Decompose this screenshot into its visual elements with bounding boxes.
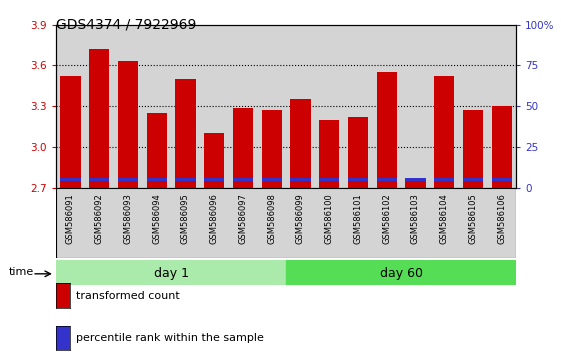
Bar (142, 25, 171, 188)
Bar (85, 25, 113, 188)
Text: GSM586097: GSM586097 (238, 193, 247, 244)
Bar (89, 49, 109, 188)
Bar (204, 178, 224, 181)
Bar (343, 188, 373, 258)
Bar (319, 120, 339, 188)
Text: GSM586103: GSM586103 (411, 193, 420, 244)
Text: GSM586106: GSM586106 (497, 193, 506, 244)
Bar (118, 178, 138, 181)
Bar (229, 188, 257, 258)
Bar (118, 62, 138, 188)
Bar (113, 188, 142, 258)
Text: GSM586091: GSM586091 (66, 193, 75, 244)
Bar (228, 25, 257, 188)
Bar (430, 25, 458, 188)
Text: GSM586093: GSM586093 (123, 193, 132, 244)
Bar (373, 25, 401, 188)
Text: GDS4374 / 7922969: GDS4374 / 7922969 (56, 18, 196, 32)
Bar (406, 178, 426, 188)
Text: percentile rank within the sample: percentile rank within the sample (76, 333, 264, 343)
Bar (406, 178, 426, 181)
Text: GSM586104: GSM586104 (440, 193, 449, 244)
Text: GSM586102: GSM586102 (382, 193, 391, 244)
Bar (286, 25, 315, 188)
Bar (176, 79, 196, 188)
Bar (257, 25, 286, 188)
Text: GSM586094: GSM586094 (152, 193, 161, 244)
Bar (200, 188, 229, 258)
Text: GSM586099: GSM586099 (296, 193, 305, 244)
Bar (348, 178, 368, 181)
Bar (458, 25, 488, 188)
Bar (233, 108, 253, 188)
Bar (261, 178, 282, 181)
Bar (146, 178, 167, 181)
Bar (142, 188, 171, 258)
Text: GSM586100: GSM586100 (325, 193, 334, 244)
Bar (291, 178, 311, 181)
Bar (463, 178, 483, 181)
Bar (348, 117, 368, 188)
Text: day 1: day 1 (154, 267, 188, 280)
Bar (113, 25, 142, 188)
Bar (261, 110, 282, 188)
Bar (61, 178, 81, 181)
Bar (434, 178, 454, 181)
Bar (200, 25, 229, 188)
Bar (291, 99, 311, 188)
Bar (315, 188, 343, 258)
Bar (373, 188, 401, 258)
Bar (85, 188, 113, 258)
Bar (204, 133, 224, 188)
Bar (463, 110, 483, 188)
Bar (343, 25, 373, 188)
Bar (401, 188, 430, 258)
Bar (171, 25, 200, 188)
Text: GSM586095: GSM586095 (181, 193, 190, 244)
Text: GSM586098: GSM586098 (267, 193, 276, 244)
Bar (176, 178, 196, 181)
Bar (491, 178, 512, 181)
Bar (458, 188, 488, 258)
Bar (401, 25, 430, 188)
Bar (257, 188, 286, 258)
Bar (376, 178, 397, 181)
Bar (61, 76, 81, 188)
Bar (376, 72, 397, 188)
Bar (146, 113, 167, 188)
Bar (56, 188, 85, 258)
Bar (56, 25, 85, 188)
Bar (488, 25, 516, 188)
Bar (491, 106, 512, 188)
Bar (319, 178, 339, 181)
Bar (315, 25, 343, 188)
Bar (89, 178, 109, 181)
Text: GSM586096: GSM586096 (210, 193, 219, 244)
Bar (488, 188, 516, 258)
Bar (430, 188, 459, 258)
Text: GSM586092: GSM586092 (95, 193, 104, 244)
Text: GSM586105: GSM586105 (468, 193, 477, 244)
Bar (171, 188, 200, 258)
Bar (286, 260, 516, 285)
Bar (286, 188, 315, 258)
Text: GSM586101: GSM586101 (353, 193, 362, 244)
Text: time: time (8, 267, 34, 277)
Bar (56, 260, 286, 285)
Text: day 60: day 60 (380, 267, 422, 280)
Bar (233, 178, 253, 181)
Bar (434, 76, 454, 188)
Text: transformed count: transformed count (76, 291, 180, 301)
